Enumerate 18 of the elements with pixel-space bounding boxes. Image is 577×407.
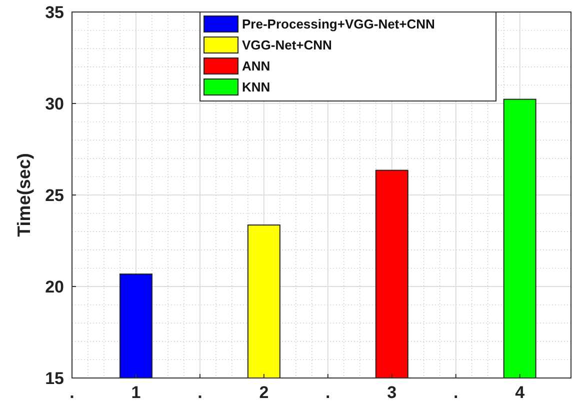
legend-label: VGG-Net+CNN (242, 38, 332, 53)
x-tick-label: . (326, 383, 330, 402)
y-tick-label: 35 (45, 2, 64, 22)
legend-label: Pre-Processing+VGG-Net+CNN (242, 16, 435, 32)
x-tick-label: 2 (259, 383, 269, 402)
y-tick-label: 25 (45, 186, 64, 205)
y-tick-label: 30 (45, 94, 64, 114)
x-tick-label: . (453, 383, 458, 402)
y-axis-title: Time(sec) (14, 153, 34, 237)
x-tick-label: . (70, 383, 74, 402)
legend-label: KNN (242, 80, 270, 95)
y-tick-label: 15 (45, 368, 64, 388)
legend-label: ANN (242, 58, 270, 74)
x-tick-label: 3 (387, 383, 397, 402)
x-tick-label: . (198, 383, 202, 402)
y-tick-label: 20 (45, 277, 64, 296)
x-tick-label: 1 (131, 383, 141, 402)
x-tick-label: 4 (515, 383, 526, 402)
